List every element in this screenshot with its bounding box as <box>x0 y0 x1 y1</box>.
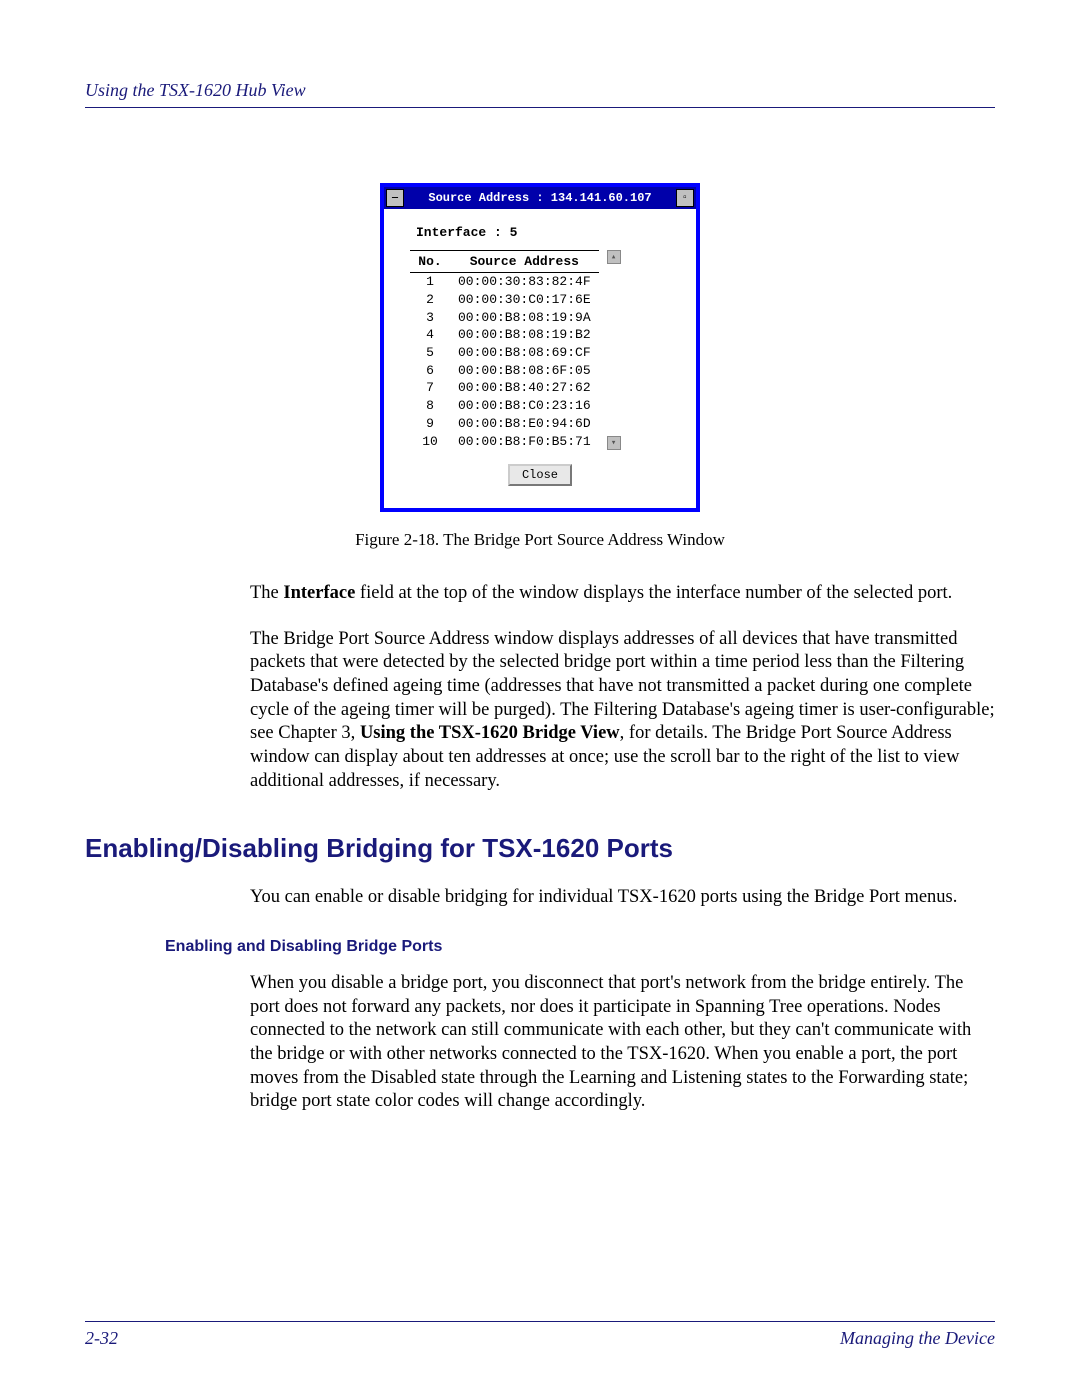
footer-page-number: 2-32 <box>85 1328 118 1349</box>
paragraph-interface: The Interface field at the top of the wi… <box>250 582 995 606</box>
footer-section: Managing the Device <box>840 1328 995 1349</box>
table-row: 100:00:30:83:82:4F <box>410 273 599 291</box>
source-address-table: No. Source Address 100:00:30:83:82:4F200… <box>410 250 599 450</box>
paragraph-bridge-port: The Bridge Port Source Address window di… <box>250 628 995 794</box>
section-heading: Enabling/Disabling Bridging for TSX-1620… <box>85 833 995 864</box>
scroll-up-icon[interactable]: ▴ <box>607 250 621 264</box>
row-number: 10 <box>410 432 450 450</box>
window-body: Interface : 5 No. Source Address 100:00:… <box>384 209 696 508</box>
table-row: 200:00:30:C0:17:6E <box>410 291 599 309</box>
window-titlebar: — Source Address : 134.141.60.107 ▫ <box>384 187 696 209</box>
row-address: 00:00:30:C0:17:6E <box>450 291 599 309</box>
row-address: 00:00:B8:C0:23:16 <box>450 397 599 415</box>
row-address: 00:00:B8:08:69:CF <box>450 344 599 362</box>
row-address: 00:00:30:83:82:4F <box>450 273 599 291</box>
row-address: 00:00:B8:F0:B5:71 <box>450 432 599 450</box>
scrollbar[interactable]: ▴ ▾ <box>607 250 623 450</box>
interface-field: Interface : 5 <box>416 225 682 240</box>
row-number: 2 <box>410 291 450 309</box>
row-number: 9 <box>410 415 450 433</box>
window-container: — Source Address : 134.141.60.107 ▫ Inte… <box>85 183 995 512</box>
window-maximize-icon[interactable]: ▫ <box>676 189 694 207</box>
source-address-window: — Source Address : 134.141.60.107 ▫ Inte… <box>380 183 700 512</box>
row-address: 00:00:B8:E0:94:6D <box>450 415 599 433</box>
subsection-heading: Enabling and Disabling Bridge Ports <box>165 938 995 956</box>
row-address: 00:00:B8:40:27:62 <box>450 379 599 397</box>
scroll-down-icon[interactable]: ▾ <box>607 436 621 450</box>
close-button[interactable]: Close <box>508 464 572 486</box>
interface-label: Interface : <box>416 225 502 240</box>
row-number: 5 <box>410 344 450 362</box>
row-address: 00:00:B8:08:6F:05 <box>450 361 599 379</box>
table-row: 300:00:B8:08:19:9A <box>410 308 599 326</box>
row-number: 6 <box>410 361 450 379</box>
paragraph-enable-disable: You can enable or disable bridging for i… <box>250 886 995 910</box>
row-number: 4 <box>410 326 450 344</box>
row-number: 8 <box>410 397 450 415</box>
row-number: 7 <box>410 379 450 397</box>
window-menu-icon[interactable]: — <box>386 189 404 207</box>
row-address: 00:00:B8:08:19:B2 <box>450 326 599 344</box>
table-row: 600:00:B8:08:6F:05 <box>410 361 599 379</box>
figure-caption: Figure 2-18. The Bridge Port Source Addr… <box>85 530 995 550</box>
row-address: 00:00:B8:08:19:9A <box>450 308 599 326</box>
table-row: 700:00:B8:40:27:62 <box>410 379 599 397</box>
table-row: 500:00:B8:08:69:CF <box>410 344 599 362</box>
col-header-no: No. <box>410 251 450 273</box>
paragraph-disable-detail: When you disable a bridge port, you disc… <box>250 972 995 1114</box>
row-number: 1 <box>410 273 450 291</box>
page-footer: 2-32 Managing the Device <box>85 1321 995 1349</box>
header-text: Using the TSX-1620 Hub View <box>85 80 995 108</box>
table-row: 800:00:B8:C0:23:16 <box>410 397 599 415</box>
table-row: 900:00:B8:E0:94:6D <box>410 415 599 433</box>
row-number: 3 <box>410 308 450 326</box>
window-title: Source Address : 134.141.60.107 <box>406 191 674 205</box>
page-header: Using the TSX-1620 Hub View <box>85 80 995 108</box>
interface-value: 5 <box>510 225 518 240</box>
col-header-addr: Source Address <box>450 251 599 273</box>
table-row: 1000:00:B8:F0:B5:71 <box>410 432 599 450</box>
table-row: 400:00:B8:08:19:B2 <box>410 326 599 344</box>
